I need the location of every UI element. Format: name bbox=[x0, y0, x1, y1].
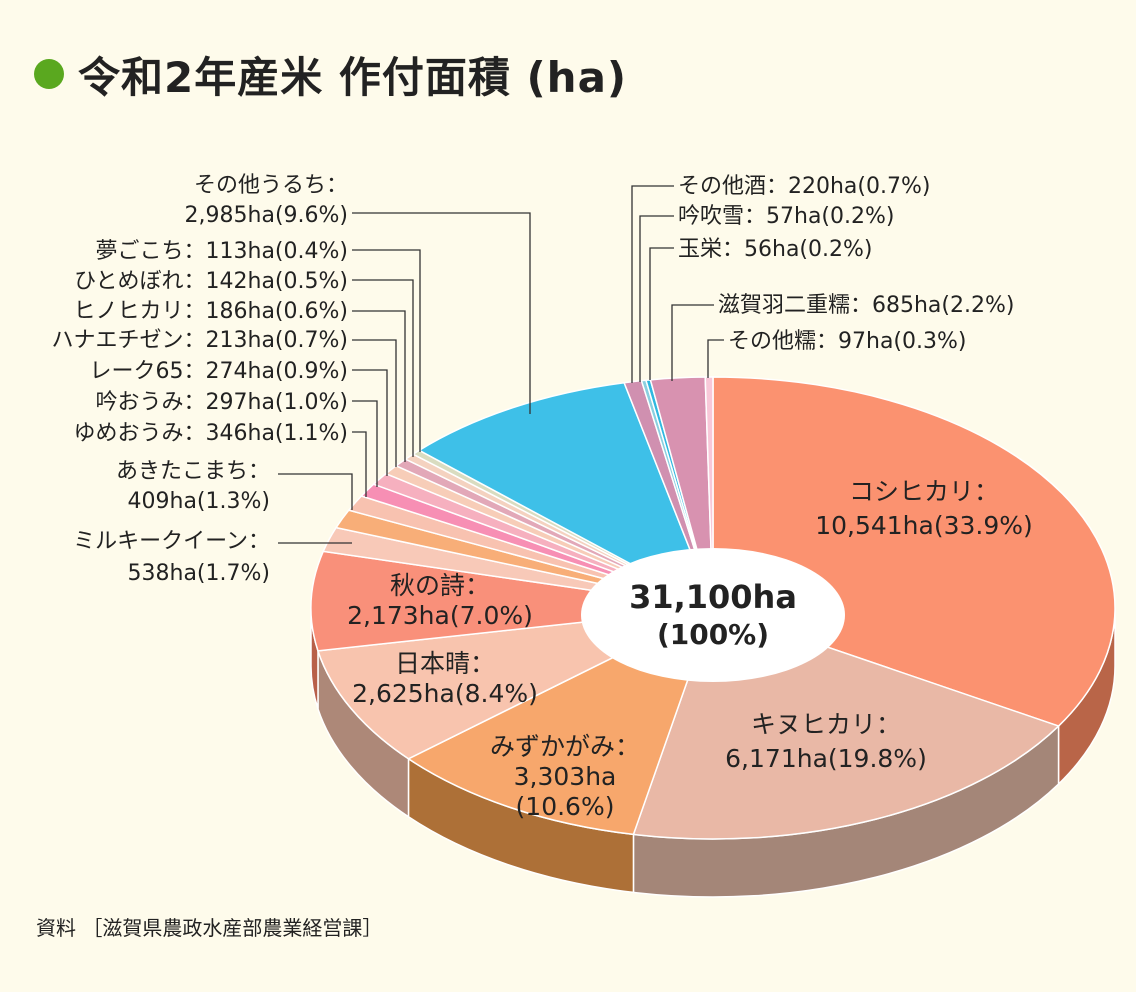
slice-label-line: 2,173ha(7.0%) bbox=[347, 601, 533, 630]
slice-label-line: 10,541ha(33.9%) bbox=[815, 511, 1033, 540]
chart-title: 令和2年産米 作付面積 (ha) bbox=[78, 52, 628, 102]
chart-title-wrap: 令和2年産米 作付面積 (ha) bbox=[34, 44, 627, 104]
slice-labels: コシヒカリ： 10,541ha(33.9%) キヌヒカリ： 6,171ha(19.8%… bbox=[52, 173, 1033, 821]
slice-label-1: キヌヒカリ： 6,171ha(19.8%) bbox=[725, 710, 927, 773]
slice-label-14: その他うるち： 2,985ha(9.6%) bbox=[185, 173, 348, 228]
slice-label-line: ミルキークイーン： bbox=[73, 529, 270, 554]
slice-label-line: 2,625ha(8.4%) bbox=[352, 679, 538, 708]
leader-line-16 bbox=[639, 215, 674, 382]
slice-label-line: あきたこまち： bbox=[116, 459, 270, 484]
slice-label-2: みずかがみ： 3,303ha (10.6%) bbox=[490, 732, 640, 821]
slice-label-line: 夢ごこち：113ha(0.4%) bbox=[96, 239, 348, 264]
slice-label-16: 吟吹雪：57ha(0.2%) bbox=[678, 204, 894, 229]
slice-label-18: 滋賀羽二重糯：685ha(2.2%) bbox=[718, 293, 1014, 318]
slice-label-17: 玉栄：56ha(0.2%) bbox=[678, 237, 872, 262]
slice-label-6: あきたこまち： 409ha(1.3%) bbox=[116, 459, 270, 514]
slice-4 bbox=[310, 550, 714, 652]
leader-lines bbox=[278, 185, 724, 544]
slice-label-line: ひとめぼれ：142ha(0.5%) bbox=[74, 269, 348, 294]
slice-label-line: 日本晴： bbox=[395, 649, 495, 678]
leader-line-13 bbox=[352, 249, 421, 452]
slice-label-13: 夢ごこち：113ha(0.4%) bbox=[96, 239, 348, 264]
total-value: 31,100ha bbox=[629, 578, 797, 616]
center-ellipse bbox=[581, 548, 845, 682]
slice-label-12: ひとめぼれ：142ha(0.5%) bbox=[74, 269, 348, 294]
total-percent: (100%) bbox=[657, 618, 769, 651]
slice-label-line: 秋の詩： bbox=[390, 571, 490, 600]
leader-line-6 bbox=[278, 473, 353, 510]
slice-label-7: ゆめおうみ：346ha(1.1%) bbox=[74, 421, 348, 446]
slice-label-line: ゆめおうみ：346ha(1.1%) bbox=[74, 421, 348, 446]
slice-label-19: その他糯：97ha(0.3%) bbox=[728, 329, 966, 354]
slice-label-line: 滋賀羽二重糯：685ha(2.2%) bbox=[718, 293, 1014, 318]
slice-label-line: 2,985ha(9.6%) bbox=[185, 203, 348, 228]
slice-label-line: ヒノヒカリ：186ha(0.6%) bbox=[74, 299, 348, 324]
slice-label-line: レーク65：274ha(0.9%) bbox=[90, 359, 348, 384]
slice-label-9: レーク65：274ha(0.9%) bbox=[90, 359, 348, 384]
slice-label-4: 秋の詩： 2,173ha(7.0%) bbox=[347, 571, 533, 630]
leader-line-10 bbox=[352, 339, 397, 467]
slice-label-line: キヌヒカリ： bbox=[751, 710, 901, 739]
pie-sides bbox=[310, 607, 1116, 898]
leader-line-7 bbox=[352, 431, 367, 497]
slice-label-15: その他酒：220ha(0.7%) bbox=[678, 174, 930, 199]
slice-label-line: コシヒカリ： bbox=[849, 477, 999, 506]
leader-line-14 bbox=[352, 212, 531, 414]
source-note: 資料 ［滋賀県農政水産部農業経営課］ bbox=[36, 916, 383, 940]
leader-line-12 bbox=[352, 279, 414, 457]
slice-label-line: 409ha(1.3%) bbox=[128, 489, 270, 514]
leader-line-17 bbox=[649, 247, 674, 380]
leader-line-8 bbox=[352, 400, 378, 487]
slice-label-line: 吟おうみ：297ha(1.0%) bbox=[96, 390, 348, 415]
slice-label-line: その他うるち： bbox=[194, 173, 348, 198]
slice-label-3: 日本晴： 2,625ha(8.4%) bbox=[352, 649, 538, 708]
slice-label-line: その他糯：97ha(0.3%) bbox=[728, 329, 966, 354]
slice-14 bbox=[417, 381, 715, 610]
slice-label-5: ミルキークイーン： 538ha(1.7%) bbox=[73, 529, 270, 586]
leader-line-9 bbox=[352, 369, 388, 476]
leader-line-18 bbox=[671, 304, 714, 381]
center-hole: 31,100ha (100%) bbox=[581, 548, 845, 682]
slice-label-line: (10.6%) bbox=[516, 792, 615, 821]
slice-label-11: ヒノヒカリ：186ha(0.6%) bbox=[74, 299, 348, 324]
slice-label-10: ハナエチゼン：213ha(0.7%) bbox=[52, 328, 348, 353]
title-bullet-icon bbox=[34, 59, 64, 89]
slice-label-0: コシヒカリ： 10,541ha(33.9%) bbox=[815, 477, 1033, 540]
slice-label-line: ハナエチゼン：213ha(0.7%) bbox=[52, 328, 348, 353]
slice-label-line: 6,171ha(19.8%) bbox=[725, 744, 927, 773]
slice-label-line: 吟吹雪：57ha(0.2%) bbox=[678, 204, 894, 229]
slice-label-line: みずかがみ： bbox=[490, 732, 640, 761]
slice-label-line: 538ha(1.7%) bbox=[128, 561, 270, 586]
leader-line-19 bbox=[707, 339, 724, 378]
slice-label-line: 玉栄：56ha(0.2%) bbox=[678, 237, 872, 262]
slice-label-line: 3,303ha bbox=[514, 762, 617, 791]
leader-line-15 bbox=[631, 185, 674, 383]
leader-line-11 bbox=[352, 310, 406, 462]
slice-label-line: その他酒：220ha(0.7%) bbox=[678, 174, 930, 199]
slice-label-8: 吟おうみ：297ha(1.0%) bbox=[96, 390, 348, 415]
